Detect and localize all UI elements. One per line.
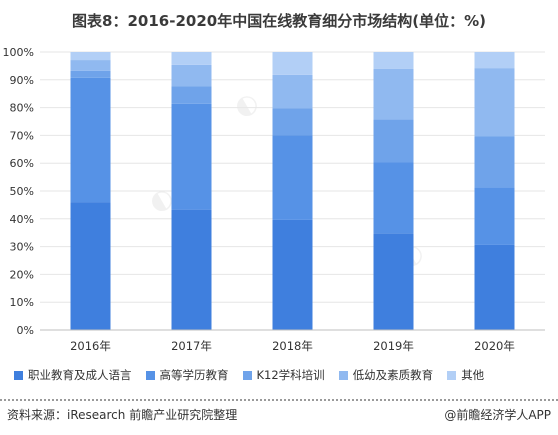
bar-segment bbox=[272, 52, 313, 75]
legend-label: 高等学历教育 bbox=[159, 368, 229, 382]
bar-segment bbox=[373, 162, 414, 234]
bar-segment bbox=[171, 209, 212, 330]
bar-segment bbox=[272, 135, 313, 220]
source-note: 资料来源：iResearch 前瞻产业研究院整理 bbox=[7, 408, 238, 422]
y-tick-label: 70% bbox=[10, 129, 34, 142]
bar-segment bbox=[373, 52, 414, 69]
bar-segment bbox=[70, 52, 111, 61]
y-tick-label: 0% bbox=[17, 324, 34, 337]
legend-label: K12学科培训 bbox=[256, 368, 325, 382]
bars bbox=[70, 52, 515, 330]
bar-segment bbox=[474, 52, 515, 69]
legend-swatch bbox=[14, 370, 23, 380]
legend-label: 低幼及素质教育 bbox=[352, 368, 434, 382]
bar-segment bbox=[70, 202, 111, 330]
legend-label: 职业教育及成人语言 bbox=[28, 368, 132, 382]
legend-item: 低幼及素质教育 bbox=[338, 367, 434, 383]
bar-segment bbox=[474, 136, 515, 188]
legend-item: 高等学历教育 bbox=[145, 367, 229, 383]
x-tick-label: 2016年 bbox=[70, 339, 111, 353]
legend-item: 其他 bbox=[447, 367, 484, 383]
bar-segment bbox=[373, 68, 414, 120]
bar-segment bbox=[474, 68, 515, 137]
bar-segment bbox=[474, 187, 515, 245]
legend: 职业教育及成人语言 高等学历教育 K12学科培训 低幼及素质教育 其他 bbox=[14, 367, 544, 383]
legend-item: K12学科培训 bbox=[242, 367, 325, 383]
bar-segment bbox=[171, 86, 212, 104]
bar-segment bbox=[272, 74, 313, 109]
chart-title: 图表8：2016-2020年中国在线教育细分市场结构(单位：%) bbox=[72, 12, 486, 30]
y-tick-label: 40% bbox=[10, 213, 34, 226]
x-tick-label: 2017年 bbox=[171, 339, 212, 353]
x-tick-label: 2018年 bbox=[272, 339, 313, 353]
legend-item: 职业教育及成人语言 bbox=[14, 367, 132, 383]
y-tick-label: 80% bbox=[10, 102, 34, 115]
y-axis: 0% 10% 20% 30% 40% 50% 60% 70% 80% 90% 100% bbox=[3, 46, 34, 337]
y-tick-label: 10% bbox=[10, 296, 34, 309]
legend-swatch bbox=[338, 370, 348, 380]
bar-segment bbox=[171, 64, 212, 87]
y-tick-label: 20% bbox=[10, 268, 34, 281]
bar-segment bbox=[70, 77, 111, 203]
bar-segment bbox=[272, 108, 313, 136]
y-tick-label: 100% bbox=[3, 46, 34, 59]
y-tick-label: 60% bbox=[10, 157, 34, 170]
y-tick-label: 30% bbox=[10, 241, 34, 254]
bar-segment bbox=[272, 219, 313, 330]
bar-segment bbox=[474, 244, 515, 330]
stacked-bar-chart: 0%10%20%30%40%50%60%70%80%90%100% 2016年 2… bbox=[3, 46, 545, 353]
brand-credit: @前瞻经济学人APP bbox=[444, 408, 551, 422]
x-axis: 2016年 2017年 2018年 2019年 2020年 bbox=[40, 329, 545, 353]
bar-segment bbox=[70, 70, 111, 78]
bar-segment bbox=[373, 119, 414, 163]
bar-segment bbox=[171, 103, 212, 210]
bar-segment bbox=[171, 52, 212, 65]
bar-segment bbox=[373, 233, 414, 330]
y-tick-label: 50% bbox=[10, 185, 34, 198]
footer-divider bbox=[0, 399, 558, 401]
bar-segment bbox=[70, 60, 111, 71]
legend-label: 其他 bbox=[461, 368, 485, 382]
x-tick-label: 2019年 bbox=[373, 339, 414, 353]
legend-swatch bbox=[145, 370, 155, 380]
legend-swatch bbox=[447, 370, 457, 380]
x-tick-label: 2020年 bbox=[474, 339, 515, 353]
y-tick-label: 90% bbox=[10, 74, 34, 87]
legend-swatch bbox=[242, 370, 252, 380]
